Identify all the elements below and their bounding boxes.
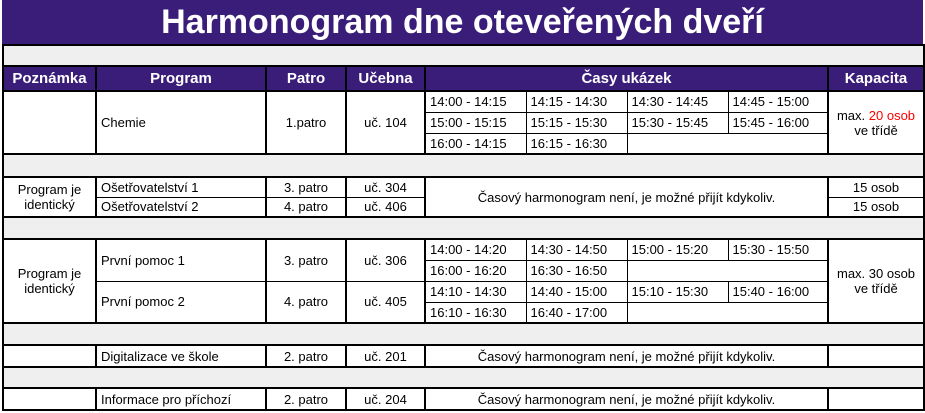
- page-title: Harmonogram dne oteveřených dveří: [2, 0, 923, 44]
- no-schedule-note: Časový harmonogram není, je možné přijít…: [424, 176, 829, 218]
- time-slot: 16:40 - 17:00: [525, 301, 628, 324]
- ucebna-cell: uč. 406: [345, 196, 426, 218]
- header-ucebna: Učebna: [345, 65, 426, 92]
- header-patro: Patro: [265, 65, 347, 92]
- ucebna-cell: uč. 104: [345, 90, 426, 155]
- kapacita-cell: [826, 387, 925, 411]
- kapacita-highlight: 20 osob: [868, 107, 916, 123]
- ucebna-cell: uč. 201: [345, 344, 426, 368]
- patro-cell: 2. patro: [265, 344, 347, 368]
- spacer-row: [1, 322, 925, 346]
- time-slot: 14:45 - 15:00: [727, 90, 829, 113]
- time-slot: 15:40 - 16:00: [727, 280, 829, 303]
- kapacita-cell: max. 20 osob ve třídě: [826, 90, 925, 155]
- time-slot: 16:15 - 16:30: [525, 132, 628, 155]
- time-slot: 16:30 - 16:50: [525, 259, 628, 282]
- note-cell: [2, 344, 97, 368]
- time-slot: 16:00 - 16:20: [424, 259, 527, 282]
- patro-cell: 3. patro: [265, 238, 347, 282]
- ucebna-cell: uč. 405: [345, 280, 426, 324]
- kapacita-text: max.: [836, 107, 866, 123]
- time-slot: 16:10 - 16:30: [424, 301, 527, 324]
- spacer-row: [1, 216, 925, 240]
- empty-slot: [626, 259, 829, 282]
- kapacita-text: ve třídě: [854, 122, 898, 138]
- header-poznamka: Poznámka: [2, 65, 97, 92]
- time-slot: 15:30 - 15:50: [727, 238, 829, 261]
- empty-slot: [626, 132, 829, 155]
- time-slot: 14:30 - 14:50: [525, 238, 628, 261]
- time-slot: 15:30 - 15:45: [626, 111, 729, 134]
- time-slot: 14:40 - 15:00: [525, 280, 628, 303]
- kapacita-cell: 15 osob: [826, 196, 925, 218]
- program-cell: Ošetřovatelství 1: [95, 176, 267, 198]
- empty-slot: [626, 301, 829, 324]
- schedule-table: Poznámka Program Patro Učebna Časy ukáze…: [1, 44, 925, 411]
- ucebna-cell: uč. 306: [345, 238, 426, 282]
- note-cell: [2, 90, 97, 155]
- patro-cell: 1.patro: [265, 90, 347, 155]
- ucebna-cell: uč. 304: [345, 176, 426, 198]
- kapacita-cell: 15 osob: [826, 176, 925, 198]
- spacer-row: [1, 366, 925, 389]
- time-slot: 15:10 - 15:30: [626, 280, 729, 303]
- program-cell: První pomoc 2: [95, 280, 267, 324]
- spacer-row: [1, 44, 925, 67]
- time-slot: 15:00 - 15:20: [626, 238, 729, 261]
- time-slot: 14:10 - 14:30: [424, 280, 527, 303]
- time-slot: 14:30 - 14:45: [626, 90, 729, 113]
- header-program: Program: [95, 65, 267, 92]
- spacer-row: [1, 153, 925, 178]
- note-cell: [2, 387, 97, 411]
- patro-cell: 3. patro: [265, 176, 347, 198]
- note-cell: Program je identický: [2, 176, 97, 218]
- header-casy: Časy ukázek: [424, 65, 829, 92]
- program-cell: Digitalizace ve škole: [95, 344, 267, 368]
- time-slot: 15:15 - 15:30: [525, 111, 628, 134]
- program-cell: Informace pro příchozí: [95, 387, 267, 411]
- time-slot: 15:00 - 15:15: [424, 111, 527, 134]
- time-slot: 16:00 - 14:15: [424, 132, 527, 155]
- no-schedule-note: Časový harmonogram není, je možné přijít…: [424, 344, 829, 368]
- ucebna-cell: uč. 204: [345, 387, 426, 411]
- note-cell: Program je identický: [2, 238, 97, 324]
- time-slot: 14:15 - 14:30: [525, 90, 628, 113]
- time-slot: 15:45 - 16:00: [727, 111, 829, 134]
- time-slot: 14:00 - 14:15: [424, 90, 527, 113]
- patro-cell: 4. patro: [265, 196, 347, 218]
- patro-cell: 4. patro: [265, 280, 347, 324]
- patro-cell: 2. patro: [265, 387, 347, 411]
- header-kapacita: Kapacita: [826, 65, 925, 92]
- program-cell: Chemie: [95, 90, 267, 155]
- time-slot: 14:00 - 14:20: [424, 238, 527, 261]
- program-cell: Ošetřovatelství 2: [95, 196, 267, 218]
- kapacita-cell: [826, 344, 925, 368]
- no-schedule-note: Časový harmonogram není, je možné přijít…: [424, 387, 829, 411]
- program-cell: První pomoc 1: [95, 238, 267, 282]
- kapacita-cell: max. 30 osob ve třídě: [826, 238, 925, 324]
